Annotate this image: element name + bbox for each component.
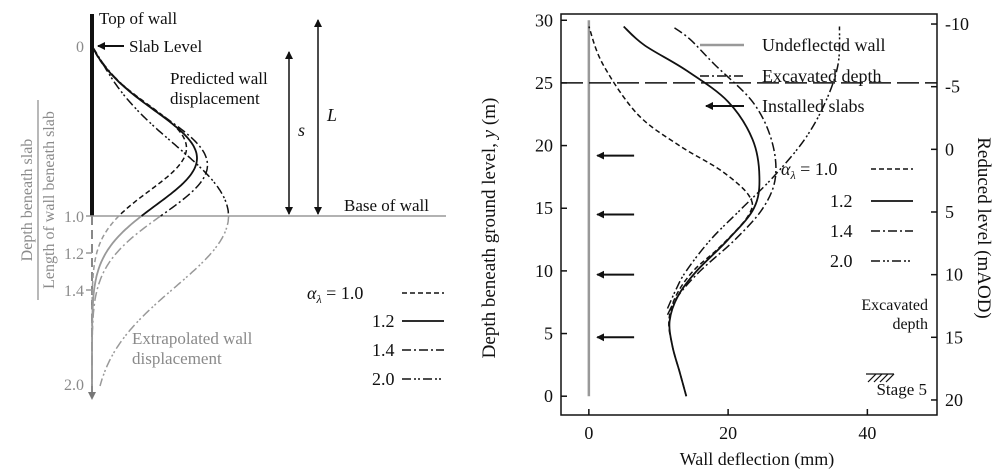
case-study-panel: 0 20 40 0 5 10 15 20 25 30 20 15 10 5 0 -5 -10 Undeflect… [479,10,992,470]
y-tick-label-15: 15 [535,198,553,218]
y-tick-label-0: 0 [76,39,84,56]
predicted-curve-2-0 [91,45,230,216]
y-tick-label-2-0: 2.0 [64,377,84,394]
stage-label: Stage 5 [876,380,927,399]
y-tick-label-0: 0 [544,386,553,406]
legend-label-2-0: 2.0 [372,369,395,389]
plot-frame [560,13,938,416]
L-label: L [326,105,337,125]
y-tick-label-1-0: 1.0 [64,209,84,226]
y2-tick-label--10: -10 [945,14,969,34]
legend-excavated-label: Excavated depth [762,66,881,86]
schematic-panel: Top of wall Slab Level Predicted wall di… [19,9,446,400]
predicted-label-1: Predicted wall [170,69,268,88]
legend-label-1-2: 1.2 [372,311,395,331]
extrapolated-label-1: Extrapolated wall [132,329,253,348]
y2-tick-label-5: 5 [945,202,954,222]
legend-title: αλ = 1.0 [307,283,363,306]
alpha-legend-title: αλ = 1.0 [781,159,837,182]
extrapolated-curve-2-0 [99,216,230,387]
deflection-curve-1-2 [623,25,761,397]
x-tick-label-40: 40 [858,423,876,443]
extrapolated-curve-1-2 [91,215,143,386]
deflection-curve-1-4 [666,25,777,316]
extrapolated-label-2: displacement [132,349,222,368]
alpha-legend-1-2: 1.2 [830,191,853,211]
y-axis-label-denominator: Length of wall beneath slab [41,111,58,289]
y-axis-label: Depth beneath slab Length of wall beneat… [19,100,58,300]
y-tick-label-20: 20 [535,136,553,156]
predicted-curve-1-4 [91,45,209,217]
excavated-label-1: Excavated [861,297,928,314]
y2-tick-label-10: 10 [945,265,963,285]
ground-hatch-symbol [866,373,895,383]
y2-tick-label--5: -5 [945,77,960,97]
y-tick-label-5: 5 [544,324,553,344]
legend-slabs-label: Installed slabs [762,96,864,116]
y-tick-label-25: 25 [535,73,553,93]
base-of-wall-label: Base of wall [344,196,429,215]
y2-tick-label-15: 15 [945,327,963,347]
slab-level-label: Slab Level [129,37,202,56]
y-tick-label-10: 10 [535,261,553,281]
x-tick-label-20: 20 [719,423,737,443]
deflection-curve-2-0 [666,26,841,309]
excavated-label-2: depth [892,316,928,333]
y-axis-label: Depth beneath ground level, y (m) [479,98,500,359]
alpha-legend-2-0: 2.0 [830,251,853,271]
y-tick-label-1-4: 1.4 [64,283,84,300]
y2-tick-label-20: 20 [945,390,963,410]
y-axis-label-numerator: Depth beneath slab [19,139,36,262]
y2-tick-label-0: 0 [945,139,954,159]
predicted-label-2: displacement [170,89,260,108]
top-of-wall-label: Top of wall [99,9,177,28]
y2-axis-label: Reduced level (mAOD) [973,137,992,319]
s-label: s [298,120,305,140]
alpha-legend-1-4: 1.4 [830,221,853,241]
y-tick-label-30: 30 [535,10,553,30]
x-axis-label: Wall deflection (mm) [680,449,835,470]
legend-label-1-4: 1.4 [372,340,395,360]
legend-undeflected-label: Undeflected wall [762,35,885,55]
y-tick-label-1-2: 1.2 [64,246,84,263]
x-tick-label-0: 0 [584,423,593,443]
